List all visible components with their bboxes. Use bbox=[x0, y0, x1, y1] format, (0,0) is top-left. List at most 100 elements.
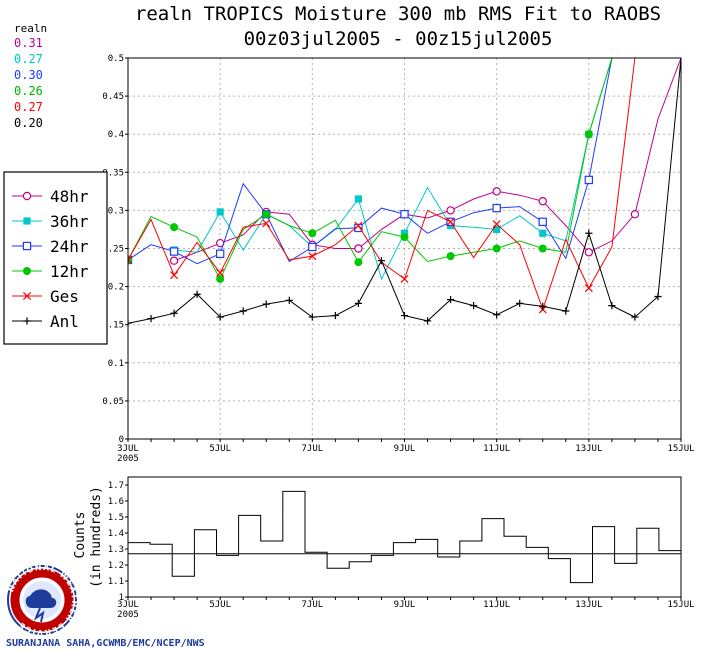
legend-label: Anl bbox=[50, 312, 79, 331]
point-Anl bbox=[516, 299, 524, 307]
point-Anl bbox=[239, 307, 247, 315]
lower-ytick-label: 1 bbox=[119, 593, 124, 603]
lower-xtick-label: 13JUL bbox=[575, 600, 602, 610]
logo-ring-red bbox=[10, 568, 74, 632]
upper-plot-frame bbox=[127, 57, 682, 440]
point-36hr bbox=[216, 208, 224, 216]
lower-ytick-label: 1.2 bbox=[108, 561, 124, 571]
point-12hr bbox=[308, 229, 317, 238]
series-line-48hr bbox=[173, 58, 681, 262]
point-Anl bbox=[170, 309, 178, 317]
point-48hr bbox=[354, 244, 363, 253]
point-Anl bbox=[400, 311, 409, 320]
legend-label: Ges bbox=[50, 287, 79, 306]
point-12hr bbox=[538, 244, 547, 253]
legend-label: 48hr bbox=[50, 187, 89, 206]
upper-grid bbox=[128, 58, 681, 439]
upper-xtick-sublabel: 2005 bbox=[117, 454, 139, 464]
point-Ges bbox=[492, 220, 501, 229]
lower-ytick-label: 1.1 bbox=[108, 577, 124, 587]
point-Anl bbox=[562, 307, 570, 315]
legend-marker-filled-circle bbox=[23, 267, 31, 275]
series-12hr bbox=[128, 58, 613, 283]
legend-marker-x bbox=[22, 291, 32, 301]
point-24hr bbox=[538, 217, 547, 227]
chart-title: realn TROPICS Moisture 300 mb RMS Fit to… bbox=[135, 3, 661, 50]
point-48hr bbox=[492, 187, 501, 196]
point-48hr bbox=[538, 197, 547, 206]
credit-text: SURANJANA SAHA,GCWMB/EMC/NCEP/NWS bbox=[6, 638, 205, 649]
point-Anl bbox=[654, 292, 662, 301]
upper-ytick-label: 0.2 bbox=[108, 283, 124, 293]
upper-xtick-label: 3JUL bbox=[117, 444, 139, 454]
point-12hr bbox=[216, 274, 225, 283]
rms-values-panel: realn 0.31 0.27 0.30 0.26 0.27 0.20 bbox=[14, 22, 47, 130]
point-24hr bbox=[308, 242, 317, 252]
point-Anl bbox=[193, 290, 201, 298]
legend-label: 36hr bbox=[50, 212, 89, 231]
lower-xtick-label: 3JUL bbox=[117, 600, 139, 610]
legend-box bbox=[3, 171, 108, 345]
legend-marker-filled-square bbox=[23, 217, 31, 225]
nws-logo: NATIONAL WEATHER SERVICE bbox=[6, 563, 78, 637]
point-24hr bbox=[400, 210, 409, 219]
lower-xtick-label: 15JUL bbox=[667, 600, 694, 610]
point-Anl bbox=[631, 313, 639, 321]
legend-label: 12hr bbox=[50, 262, 89, 281]
point-12hr bbox=[492, 244, 501, 253]
legend-label: 24hr bbox=[50, 237, 89, 256]
point-12hr bbox=[262, 210, 271, 219]
rms-value-1: 0.27 bbox=[14, 52, 43, 66]
lower-xtick-label: 9JUL bbox=[394, 600, 416, 610]
upper-ytick-label: 0.15 bbox=[102, 321, 124, 331]
point-Anl bbox=[128, 319, 132, 327]
point-12hr bbox=[354, 258, 363, 267]
upper-xtick-label: 5JUL bbox=[209, 444, 231, 454]
point-24hr bbox=[169, 247, 179, 256]
point-Ges bbox=[216, 268, 225, 277]
point-Ges bbox=[170, 271, 179, 280]
legend-marker-open-square bbox=[22, 241, 32, 251]
upper-ytick-label: 0.35 bbox=[102, 168, 124, 178]
rms-value-3: 0.26 bbox=[14, 84, 43, 98]
point-48hr bbox=[630, 210, 640, 219]
lower-xtick-label: 11JUL bbox=[483, 600, 510, 610]
upper-ytick-label: 0.4 bbox=[108, 130, 124, 140]
point-Ges bbox=[446, 217, 455, 226]
point-Ges bbox=[354, 221, 363, 230]
point-36hr bbox=[539, 229, 547, 237]
point-48hr bbox=[169, 256, 179, 265]
lower-ytick-label: 1.5 bbox=[108, 513, 124, 523]
point-Ges bbox=[262, 219, 271, 228]
point-Ges bbox=[400, 274, 409, 284]
point-Ges bbox=[128, 255, 133, 264]
point-Ges bbox=[308, 252, 317, 261]
counts-series bbox=[128, 490, 681, 584]
legend-item-48hr: 48hr bbox=[12, 187, 89, 206]
title-line1: realn TROPICS Moisture 300 mb RMS Fit to… bbox=[135, 3, 661, 25]
lower-ytick-label: 1.6 bbox=[108, 497, 124, 507]
legend-item-12hr: 12hr bbox=[12, 262, 89, 281]
point-12hr bbox=[446, 252, 455, 261]
point-36hr bbox=[354, 195, 363, 203]
legend-marker-open-circle bbox=[22, 191, 32, 201]
storm-icon bbox=[25, 589, 57, 608]
legend-item-Anl: Anl bbox=[12, 312, 79, 331]
point-12hr bbox=[170, 223, 179, 232]
lower-xtick-sublabel: 2005 bbox=[117, 610, 139, 620]
rms-value-0: 0.31 bbox=[14, 36, 43, 50]
legend-marker-plus bbox=[23, 317, 31, 325]
upper-xtick-label: 11JUL bbox=[483, 444, 510, 454]
point-36hr bbox=[493, 225, 501, 234]
point-Anl bbox=[377, 257, 386, 265]
upper-ytick-label: 0.25 bbox=[102, 245, 124, 255]
point-Anl bbox=[331, 311, 339, 320]
counts-step-line bbox=[128, 490, 681, 584]
point-Anl bbox=[423, 317, 432, 325]
point-24hr bbox=[492, 203, 501, 213]
upper-ytick-label: 0.3 bbox=[108, 206, 124, 216]
point-Anl bbox=[147, 315, 155, 323]
legend-item-36hr: 36hr bbox=[12, 212, 89, 231]
upper-xtick-label: 9JUL bbox=[394, 444, 416, 454]
